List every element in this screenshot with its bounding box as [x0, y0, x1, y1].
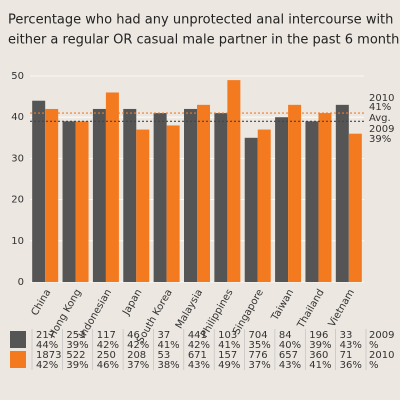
table-percent: 46% — [97, 360, 119, 371]
table-year: 2010 — [369, 350, 394, 361]
table-percent: 42% — [127, 340, 149, 351]
y-tick-label: 30 — [11, 153, 24, 164]
table-count: 441 — [188, 330, 207, 341]
table-percent: 38% — [157, 360, 179, 371]
table-year: 2009 — [369, 330, 394, 341]
bar — [32, 100, 46, 282]
bar — [318, 113, 332, 282]
table-count: 776 — [249, 350, 268, 361]
bar — [45, 108, 59, 283]
table-count: 208 — [127, 350, 146, 361]
reference-name: 2009 — [369, 124, 394, 135]
table-percent: 37% — [249, 360, 271, 371]
y-tick-label: 10 — [11, 236, 24, 247]
reference-name: 2010 — [369, 93, 394, 104]
table-count: 46 — [127, 330, 140, 341]
table-percent: 39% — [66, 340, 88, 351]
table-count: 671 — [188, 350, 207, 361]
bar — [105, 92, 119, 282]
bar — [136, 129, 150, 282]
table-count: 71 — [340, 350, 353, 361]
y-tick-label: 0 — [18, 277, 24, 288]
chart-title: Percentage who had any unprotected anal … — [8, 13, 393, 28]
chart-title: either a regular OR casual male partner … — [8, 33, 400, 48]
bar — [335, 104, 349, 282]
table-percent: 39% — [66, 360, 88, 371]
table-percent: 40% — [279, 340, 301, 351]
reference-title: Avg. — [369, 113, 391, 124]
legend-swatch — [10, 351, 26, 368]
table-count: 360 — [309, 350, 328, 361]
bar — [153, 113, 167, 282]
table-count: 33 — [340, 330, 353, 341]
table-percent: 35% — [249, 340, 271, 351]
bar — [62, 121, 76, 282]
bar — [244, 137, 258, 282]
bar — [166, 125, 180, 282]
table-count: 196 — [309, 330, 328, 341]
table-percent: 43% — [279, 360, 301, 371]
table-count: 1873 — [36, 350, 61, 361]
table-percent: 42% — [97, 340, 119, 351]
table-percent: 41% — [218, 340, 240, 351]
bar — [92, 108, 106, 283]
table-percent: 43% — [340, 340, 362, 351]
bar — [227, 80, 241, 283]
table-percent: 41% — [157, 340, 179, 351]
y-tick-label: 50 — [11, 71, 24, 82]
table-count: 157 — [218, 350, 237, 361]
table-count: 84 — [279, 330, 292, 341]
reference-label: 41% — [369, 102, 391, 113]
bar — [214, 113, 228, 282]
table-unit: % — [369, 340, 379, 351]
bar — [305, 121, 319, 282]
table-unit: % — [369, 360, 379, 371]
table-count: 250 — [97, 350, 116, 361]
table-count: 53 — [157, 350, 170, 361]
table-percent: 41% — [309, 360, 331, 371]
y-tick-label: 20 — [11, 195, 24, 206]
y-tick-label: 40 — [11, 112, 24, 123]
table-count: 103 — [218, 330, 237, 341]
bar — [257, 129, 271, 282]
table-count: 217 — [36, 330, 55, 341]
table-percent: 42% — [36, 360, 58, 371]
table-count: 253 — [66, 330, 85, 341]
table-percent: 39% — [309, 340, 331, 351]
reference-label: 39% — [369, 134, 391, 145]
bar — [123, 108, 137, 283]
table-percent: 43% — [188, 360, 210, 371]
bar — [75, 121, 89, 282]
table-percent: 44% — [36, 340, 58, 351]
table-percent: 42% — [188, 340, 210, 351]
table-count: 704 — [249, 330, 268, 341]
bar — [348, 133, 362, 282]
table-count: 657 — [279, 350, 298, 361]
table-count: 117 — [97, 330, 116, 341]
table-count: 37 — [157, 330, 170, 341]
bar — [288, 104, 302, 282]
table-percent: 49% — [218, 360, 240, 371]
legend-swatch — [10, 331, 26, 348]
bar — [275, 117, 289, 282]
table-count: 522 — [66, 350, 85, 361]
bar — [184, 108, 197, 283]
bar — [197, 104, 210, 282]
table-percent: 36% — [340, 360, 362, 371]
table-percent: 37% — [127, 360, 149, 371]
